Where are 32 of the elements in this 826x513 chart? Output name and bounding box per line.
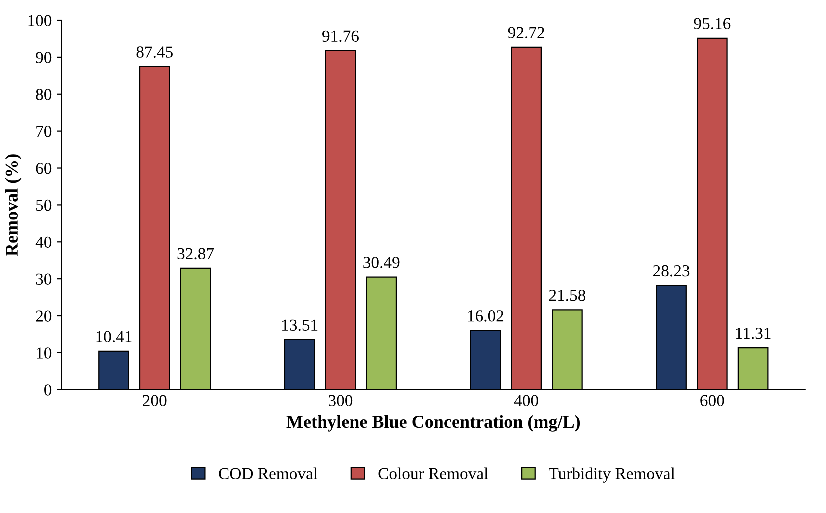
legend-label: Colour Removal	[378, 468, 488, 480]
x-tick-label: 600	[700, 395, 724, 406]
legend-label: Turbidity Removal	[549, 468, 676, 483]
x-tick-label: 200	[143, 395, 167, 406]
data-label: 91.76	[322, 30, 359, 42]
y-tick-label: 20	[36, 310, 52, 322]
y-tick-label: 30	[36, 274, 52, 286]
data-label: 16.02	[468, 310, 504, 322]
y-tick-label: 10	[37, 348, 52, 359]
y-tick-label: 80	[36, 89, 52, 100]
y-tick-label: 50	[36, 200, 52, 212]
data-label: 87.45	[136, 46, 173, 58]
x-axis-title: Methylene Blue Concentration (mg/L)	[286, 415, 580, 432]
data-label: 32.87	[178, 248, 214, 260]
data-label: 21.58	[549, 290, 586, 302]
x-tick-label: 300	[329, 395, 353, 406]
y-axis-title: Removal (%)	[5, 154, 22, 256]
y-tick-label: 0	[44, 384, 52, 396]
data-label: 13.51	[282, 320, 318, 332]
legend-label: COD Removal	[219, 468, 318, 480]
y-tick-label: 100	[28, 15, 52, 26]
y-tick-label: 90	[36, 52, 52, 64]
y-tick-label: 70	[36, 126, 52, 138]
x-tick-label: 400	[514, 395, 538, 406]
data-label: 11.31	[736, 328, 771, 340]
data-label: 30.49	[364, 257, 400, 268]
data-label: 95.16	[694, 18, 731, 30]
y-tick-label: 40	[36, 236, 52, 248]
data-label: 10.41	[96, 331, 132, 343]
data-label: 28.23	[654, 265, 690, 277]
data-label: 92.72	[508, 27, 544, 39]
y-tick-label: 60	[36, 162, 52, 174]
